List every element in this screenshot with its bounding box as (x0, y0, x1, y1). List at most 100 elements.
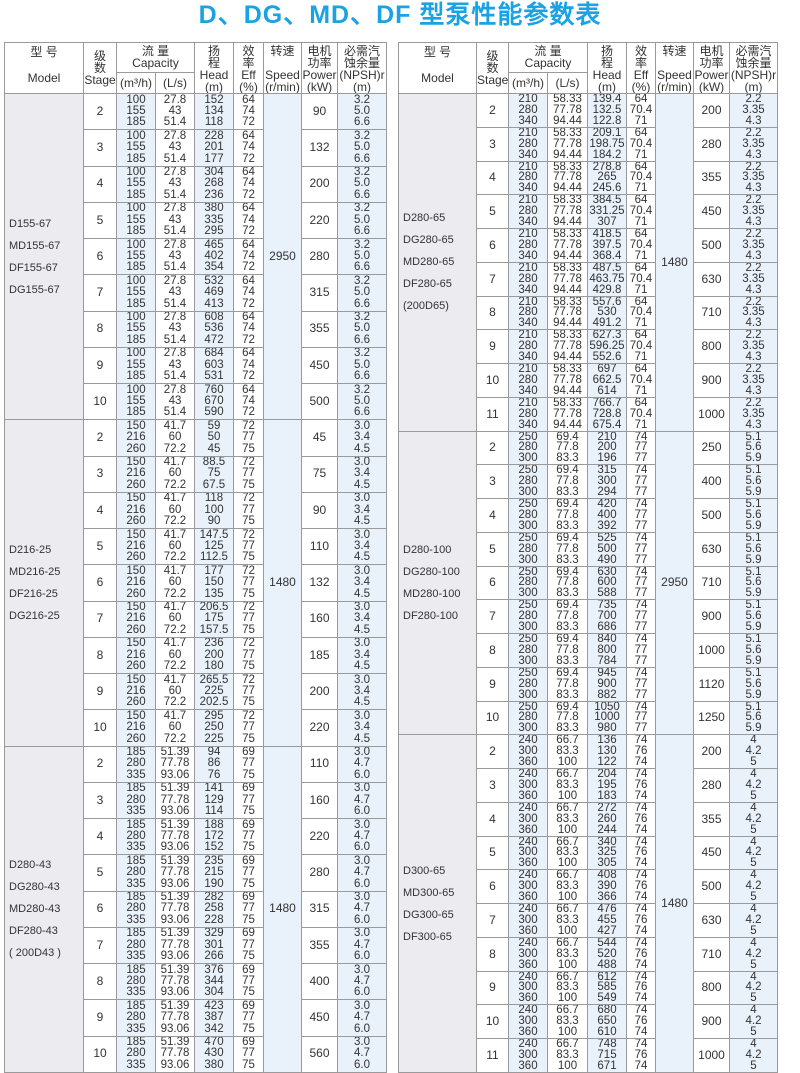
stage-value: 6 (96, 901, 104, 916)
flow-m3h-cell-value: 155 (126, 322, 146, 335)
speed-value: 1480 (269, 575, 296, 590)
eff-cell-value: 64 (634, 296, 648, 308)
eff-cell-value: 74 (634, 498, 648, 511)
npsh-cell: 3.0 4.7 6.0 (337, 1035, 387, 1073)
flow-ls-cell-value: 83.3 (556, 1015, 579, 1028)
flow-m3h-cell-value: 260 (126, 587, 146, 600)
table-row: 4 185 280 335 51.39 77.78 93.06 188 172 152 69 77 75… (5, 817, 387, 856)
eff-cell-value: 77 (242, 793, 255, 806)
npsh-cell-value: 3.2 (354, 383, 370, 396)
flow-ls-cell: 66.7 83.3 100 (547, 903, 588, 938)
eff-cell-value: 74 (634, 891, 648, 904)
flow-m3h-cell: 250 280 300 (508, 633, 548, 668)
flow-m3h-cell-value: 185 (126, 370, 146, 383)
flow-m3h-cell: 210 280 340 (508, 194, 548, 229)
head-cell: 420 400 392 (587, 498, 627, 533)
head-cell-value: 423 (204, 999, 224, 1012)
eff-cell: 74 76 74 (626, 970, 656, 1006)
stage-value: 2 (489, 102, 496, 117)
flow-m3h-cell-value: 250 (518, 701, 538, 713)
flow-ls-cell-value: 58.33 (553, 363, 582, 376)
flow-m3h-cell-value: 240 (518, 768, 538, 781)
flow-ls-cell-value: 41.7 (163, 709, 187, 722)
eff-cell: 64 70.4 71 (626, 194, 656, 229)
flow-ls-cell-value: 60 (168, 467, 182, 480)
flow-m3h-cell-value: 185 (126, 963, 146, 976)
head-cell: 476 455 427 (587, 903, 627, 938)
flow-ls-cell: 66.7 83.3 100 (547, 1038, 588, 1073)
flow-ls-cell-value: 77.78 (553, 137, 582, 150)
flow-m3h-cell: 185 280 335 (116, 1035, 156, 1073)
npsh-cell-value: 5.0 (354, 249, 370, 262)
flow-ls-cell-value: 77.78 (160, 829, 190, 842)
npsh-cell-value: 4.2 (745, 880, 762, 893)
table-row: 8 210 280 340 58.33 77.78 94.44 557.6 530 491.2 64… (399, 295, 778, 331)
flow-m3h-cell: 210 280 340 (508, 329, 548, 364)
npsh-cell: 3.2 5.0 6.6 (337, 382, 387, 421)
flow-ls-cell: 41.7 60 72.2 (155, 672, 195, 711)
head-cell: 684 603 531 (194, 346, 234, 385)
head-cell-value: 260 (597, 812, 617, 825)
flow-ls-cell: 51.39 77.78 93.06 (155, 999, 195, 1037)
stage-value: 7 (489, 271, 496, 286)
npsh-cell-value: 5.0 (354, 213, 370, 226)
header-stage-en: Stage (477, 73, 509, 87)
npsh-cell-value: 3.2 (354, 166, 370, 179)
npsh-cell-value: 3.2 (354, 202, 370, 215)
flow-m3h-cell: 240 300 360 (508, 1004, 548, 1039)
npsh-cell-value: 3.4 (354, 467, 370, 480)
eff-cell-value: 76 (634, 745, 648, 758)
npsh-cell-value: 5.1 (745, 532, 762, 544)
power-value: 710 (701, 305, 722, 320)
power-cell: 200 (693, 734, 730, 769)
eff-cell-value: 77 (634, 475, 648, 488)
npsh-cell: 3.0 3.4 4.5 (337, 709, 387, 747)
flow-m3h-cell-value: 300 (518, 846, 538, 859)
eff-cell-value: 64 (242, 93, 255, 106)
flow-m3h-cell-value: 340 (518, 114, 538, 127)
head-cell: 340 325 305 (587, 835, 627, 871)
npsh-cell-value: 4 (750, 1004, 757, 1017)
npsh-cell-value: 6.6 (354, 116, 370, 129)
table-row: 7 210 280 340 58.33 77.78 94.44 487.5 463.75 429.… (399, 261, 778, 297)
flow-m3h-cell-value: 300 (518, 621, 538, 634)
flow-ls-cell-value: 60 (168, 612, 182, 625)
header-eff: 效率 Eff (%) (233, 42, 264, 94)
flow-ls-cell-value: 77.78 (160, 938, 190, 951)
npsh-cell-value: 3.0 (354, 1036, 370, 1049)
flow-ls-cell: 41.7 60 72.2 (155, 564, 195, 602)
eff-cell-value: 72 (242, 528, 255, 541)
npsh-cell-value: 4.3 (745, 216, 762, 229)
flow-m3h-cell-value: 300 (518, 654, 538, 667)
flow-ls-cell-value: 51.39 (160, 927, 190, 940)
flow-m3h-cell: 100 155 185 (116, 274, 156, 312)
eff-cell-value: 74 (634, 532, 648, 544)
npsh-cell-value: 5.9 (745, 722, 762, 735)
header-capacity-unit: (L/s) (163, 75, 187, 90)
eff-cell-value: 71 (634, 283, 648, 296)
head-cell-value: 531 (204, 370, 224, 383)
header-model-cn: 型 号 (423, 45, 452, 59)
flow-ls-cell-value: 27.8 (163, 93, 187, 106)
npsh-cell-value: 5 (750, 924, 757, 937)
npsh-cell-value: 4.2 (745, 981, 762, 994)
head-cell: 384.5 331.25 307 (587, 194, 627, 229)
head-cell-value: 301 (204, 938, 224, 951)
eff-cell-value: 77 (634, 576, 648, 589)
table-row: 8 250 280 300 69.4 77.8 83.3 840 800 784 74 77 77 100… (399, 633, 778, 668)
npsh-cell-value: 2.2 (745, 329, 762, 342)
flow-ls-cell-value: 41.7 (163, 419, 187, 432)
header-eff-en: Eff (633, 68, 649, 82)
flow-ls-cell: 58.33 77.78 94.44 (547, 363, 588, 398)
flow-m3h-cell-value: 280 (518, 137, 538, 150)
table-row: 5 240 300 360 66.7 83.3 100 340 325 305 74 76 74 450 4… (399, 835, 778, 871)
eff-cell-value: 75 (242, 1022, 255, 1035)
flow-ls-cell: 41.7 60 72.2 (155, 527, 195, 566)
power-cell: 280 (301, 854, 338, 892)
flow-ls-cell: 58.33 77.78 94.44 (547, 228, 588, 263)
flow-m3h-cell-value: 335 (126, 805, 146, 818)
head-cell-value: 354 (204, 261, 224, 274)
flow-m3h-cell-value: 300 (518, 1048, 538, 1061)
head-cell-value: 90 (207, 515, 221, 528)
head-cell: 278.8 265 245.6 (587, 160, 627, 196)
